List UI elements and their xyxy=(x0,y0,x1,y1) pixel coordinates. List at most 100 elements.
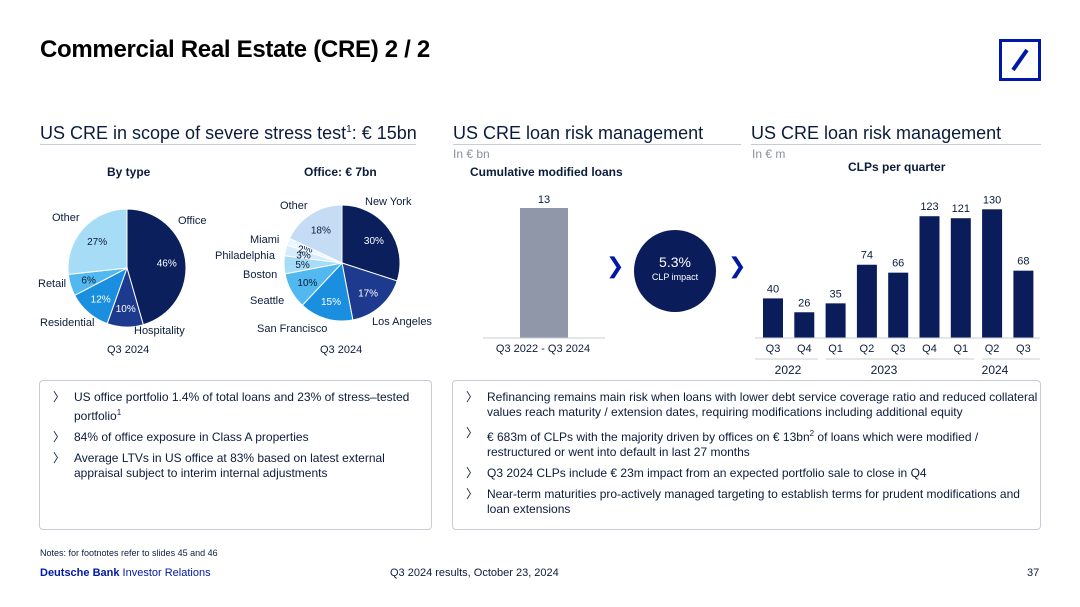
bar xyxy=(888,272,909,338)
clps-bar-chart: 40 Q3 26 Q4 35 Q1 74 Q2 66 Q3 123 Q4 121 Q1 130 Q2 68 Q3 2… xyxy=(755,194,1040,377)
pie-slice-office xyxy=(126,208,187,326)
bar xyxy=(763,298,783,338)
pie-office-caption: Q3 2024 xyxy=(320,344,363,356)
category-label: Q3 xyxy=(1016,343,1031,355)
pie-value-label: 27% xyxy=(87,237,107,248)
bar-value-label: 74 xyxy=(861,250,873,262)
risk-bullets-box: 〉 Refinancing remains main risk when loan… xyxy=(452,380,1041,530)
clp-impact-label: CLP impact xyxy=(651,272,699,282)
pie-value-label: 3% xyxy=(296,250,311,261)
pie-value-label: 30% xyxy=(364,236,384,247)
pie-slice-los-angeles xyxy=(341,262,398,321)
category-label: Q3 2022 - Q3 2024 xyxy=(496,343,590,355)
pie-type-label-retail: Retail xyxy=(38,278,67,290)
pie-type-label-hospitality: Hospitality xyxy=(134,325,185,337)
pie-value-label: 2% xyxy=(298,244,313,255)
bar-value-label: 40 xyxy=(767,283,779,295)
bar xyxy=(950,218,971,338)
category-label: Q3 xyxy=(766,343,781,355)
cumulative-bar-chart: 13 Q3 2022 - Q3 2024 xyxy=(483,194,605,355)
pie-value-label: 15% xyxy=(321,297,341,308)
page-number: 37 xyxy=(1027,567,1040,579)
bar-value-label: 26 xyxy=(798,297,810,309)
bar xyxy=(825,303,846,338)
bar-value-label: 35 xyxy=(829,288,841,300)
pie-slice-new-york xyxy=(341,204,401,282)
pie-value-label: 6% xyxy=(81,276,96,287)
pie-office-chart: 30% 17% 15% 10% 5%3%2% 18% xyxy=(283,204,401,322)
divider xyxy=(453,144,741,145)
pie-value-label: 46% xyxy=(157,258,177,269)
category-label: Q4 xyxy=(797,343,812,355)
divider xyxy=(40,144,416,145)
year-group-label: 2022 xyxy=(775,363,802,377)
cumulative-section-title: US CRE loan risk management xyxy=(453,123,704,143)
bar xyxy=(856,264,877,338)
category-label: Q4 xyxy=(922,343,937,355)
footer-event: Q3 2024 results, October 23, 2024 xyxy=(390,567,559,579)
bullet-item: 〉 Average LTVs in US office at 83% based … xyxy=(53,451,385,480)
bullet-item: 〉 Near-term maturities pro-actively manag… xyxy=(466,487,1020,516)
bar-value-label: 68 xyxy=(1017,256,1029,268)
pie-value-label: 10% xyxy=(297,278,317,289)
pie-type-caption: Q3 2024 xyxy=(107,344,150,356)
category-label: Q3 xyxy=(891,343,906,355)
bar xyxy=(1013,270,1034,338)
pie-value-label: 5% xyxy=(295,260,310,271)
clps-section-title: US CRE loan risk management xyxy=(751,123,1002,143)
bar-value-label: 123 xyxy=(920,201,938,213)
bar-value-label: 121 xyxy=(952,203,970,215)
pie-type-label-other: Other xyxy=(52,212,80,224)
deutsche-bank-logo xyxy=(999,39,1041,81)
bullet-item: 〉 Q3 2024 CLPs include € 23m impact from … xyxy=(466,466,927,480)
pie-office-title: Office: € 7bn xyxy=(304,165,377,179)
clps-unit: In € m xyxy=(752,147,786,161)
bar xyxy=(520,208,568,338)
chevron-right-icon: ❯ xyxy=(728,253,747,278)
pie-value-label: 17% xyxy=(358,289,378,300)
bar xyxy=(794,312,815,338)
cumulative-chart-title: Cumulative modified loans xyxy=(470,165,623,179)
pie-office-label-boston: Boston xyxy=(243,269,278,281)
pie-value-label: 18% xyxy=(311,226,331,237)
bullet-item: 〉 US office portfolio 1.4% of total loans… xyxy=(53,390,410,423)
pie-value-label: 12% xyxy=(91,294,111,305)
divider xyxy=(751,144,1041,145)
bar-value-label: 66 xyxy=(892,258,904,270)
pie-type-label-office: Office xyxy=(178,215,207,227)
clps-chart-title: CLPs per quarter xyxy=(848,160,946,174)
pie-slice-other xyxy=(288,204,343,264)
pie-type-title: By type xyxy=(107,165,151,179)
stress-section-title: US CRE in scope of severe stress test1: … xyxy=(40,123,417,143)
bar-value-label: 13 xyxy=(538,194,550,206)
category-label: Q2 xyxy=(860,343,875,355)
page-title: Commercial Real Estate (CRE) 2 / 2 xyxy=(40,36,430,63)
pie-office-label-san-francisco: San Francisco xyxy=(257,323,328,335)
pie-type-chart: 46% 10% 12% 6% 27% xyxy=(67,208,187,328)
bar-value-label: 130 xyxy=(983,194,1001,206)
year-group-label: 2024 xyxy=(982,363,1009,377)
category-label: Q1 xyxy=(828,343,843,355)
pie-slice-san-francisco xyxy=(301,261,354,322)
pie-office-label-miami: Miami xyxy=(250,234,280,246)
category-label: Q1 xyxy=(953,343,968,355)
bullet-item: 〉 € 683m of CLPs with the majority driven… xyxy=(466,426,979,459)
cumulative-unit: In € bn xyxy=(453,147,490,161)
clp-impact-value: 5.3% xyxy=(659,254,691,270)
bar xyxy=(982,209,1003,338)
clp-impact-circle: 5.3% CLP impact xyxy=(634,230,716,312)
pie-office-label-philadelphia: Philadelphia xyxy=(215,250,275,262)
bullet-item: 〉 Refinancing remains main risk when loan… xyxy=(466,390,1038,419)
category-label: Q2 xyxy=(985,343,1000,355)
pie-office-label-seattle: Seattle xyxy=(250,295,285,307)
bullet-item: 〉 84% of office exposure in Class A prope… xyxy=(53,430,309,444)
footnotes: Notes: for footnotes refer to slides 45 … xyxy=(40,548,218,558)
pie-office-label-other: Other xyxy=(280,200,308,212)
bar xyxy=(919,216,940,338)
footer-brand: Deutsche Bank Investor Relations xyxy=(40,567,211,579)
stress-bullets-box: 〉 US office portfolio 1.4% of total loans… xyxy=(39,380,432,530)
year-group-label: 2023 xyxy=(871,363,898,377)
pie-slice-other xyxy=(67,208,128,275)
pie-type-label-residential: Residential xyxy=(40,317,95,329)
chevron-right-icon: ❯ xyxy=(606,253,625,278)
